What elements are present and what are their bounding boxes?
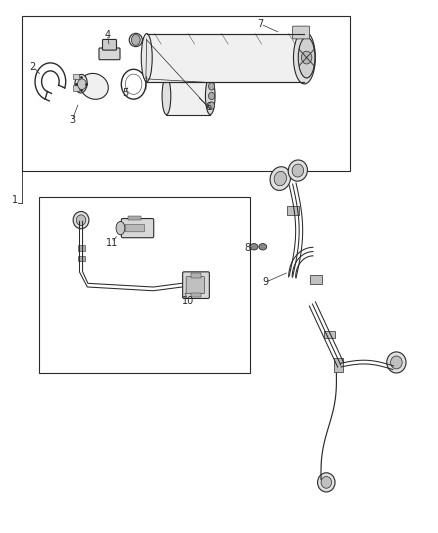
FancyBboxPatch shape xyxy=(102,39,117,50)
Ellipse shape xyxy=(298,37,315,78)
FancyBboxPatch shape xyxy=(99,48,120,60)
Ellipse shape xyxy=(293,31,315,84)
Ellipse shape xyxy=(75,75,87,93)
Text: 3: 3 xyxy=(69,115,75,125)
Circle shape xyxy=(301,51,312,64)
Ellipse shape xyxy=(205,77,215,115)
Ellipse shape xyxy=(162,77,171,115)
Text: 2: 2 xyxy=(30,62,36,71)
Circle shape xyxy=(208,83,215,90)
Bar xyxy=(191,273,201,278)
Bar xyxy=(73,85,79,91)
Ellipse shape xyxy=(76,215,86,225)
Bar xyxy=(166,77,210,115)
Ellipse shape xyxy=(318,473,335,492)
Bar xyxy=(78,256,85,261)
FancyBboxPatch shape xyxy=(183,272,209,298)
Text: 10: 10 xyxy=(182,296,194,306)
Ellipse shape xyxy=(250,244,258,250)
FancyBboxPatch shape xyxy=(293,26,310,39)
Bar xyxy=(128,216,141,220)
Ellipse shape xyxy=(141,34,152,82)
FancyBboxPatch shape xyxy=(125,224,145,232)
Bar xyxy=(191,293,201,297)
Ellipse shape xyxy=(129,33,142,47)
Bar xyxy=(147,34,304,82)
Bar xyxy=(39,197,250,373)
Ellipse shape xyxy=(80,74,108,99)
Ellipse shape xyxy=(391,356,402,369)
Ellipse shape xyxy=(292,164,304,177)
Bar xyxy=(22,16,350,171)
Text: 5: 5 xyxy=(122,88,128,98)
Circle shape xyxy=(131,35,140,45)
Bar xyxy=(73,74,79,79)
Circle shape xyxy=(208,102,215,109)
FancyBboxPatch shape xyxy=(121,219,154,238)
Bar xyxy=(78,245,85,251)
Ellipse shape xyxy=(387,352,406,373)
Ellipse shape xyxy=(321,477,332,488)
FancyBboxPatch shape xyxy=(186,277,205,294)
Text: 6: 6 xyxy=(205,102,211,111)
Text: 8: 8 xyxy=(244,243,251,253)
Bar xyxy=(310,275,322,284)
Text: 7: 7 xyxy=(258,19,264,29)
Ellipse shape xyxy=(116,222,125,235)
Ellipse shape xyxy=(259,244,267,250)
Circle shape xyxy=(78,79,86,90)
Text: 4: 4 xyxy=(104,30,110,39)
Ellipse shape xyxy=(274,171,286,186)
Bar xyxy=(287,206,299,215)
Ellipse shape xyxy=(73,212,89,229)
Ellipse shape xyxy=(288,160,307,181)
Text: 11: 11 xyxy=(106,238,118,247)
Ellipse shape xyxy=(270,167,290,190)
Bar xyxy=(324,331,335,338)
Text: 9: 9 xyxy=(262,278,268,287)
Circle shape xyxy=(208,92,215,100)
Bar xyxy=(334,358,343,372)
Text: 1: 1 xyxy=(12,195,18,205)
